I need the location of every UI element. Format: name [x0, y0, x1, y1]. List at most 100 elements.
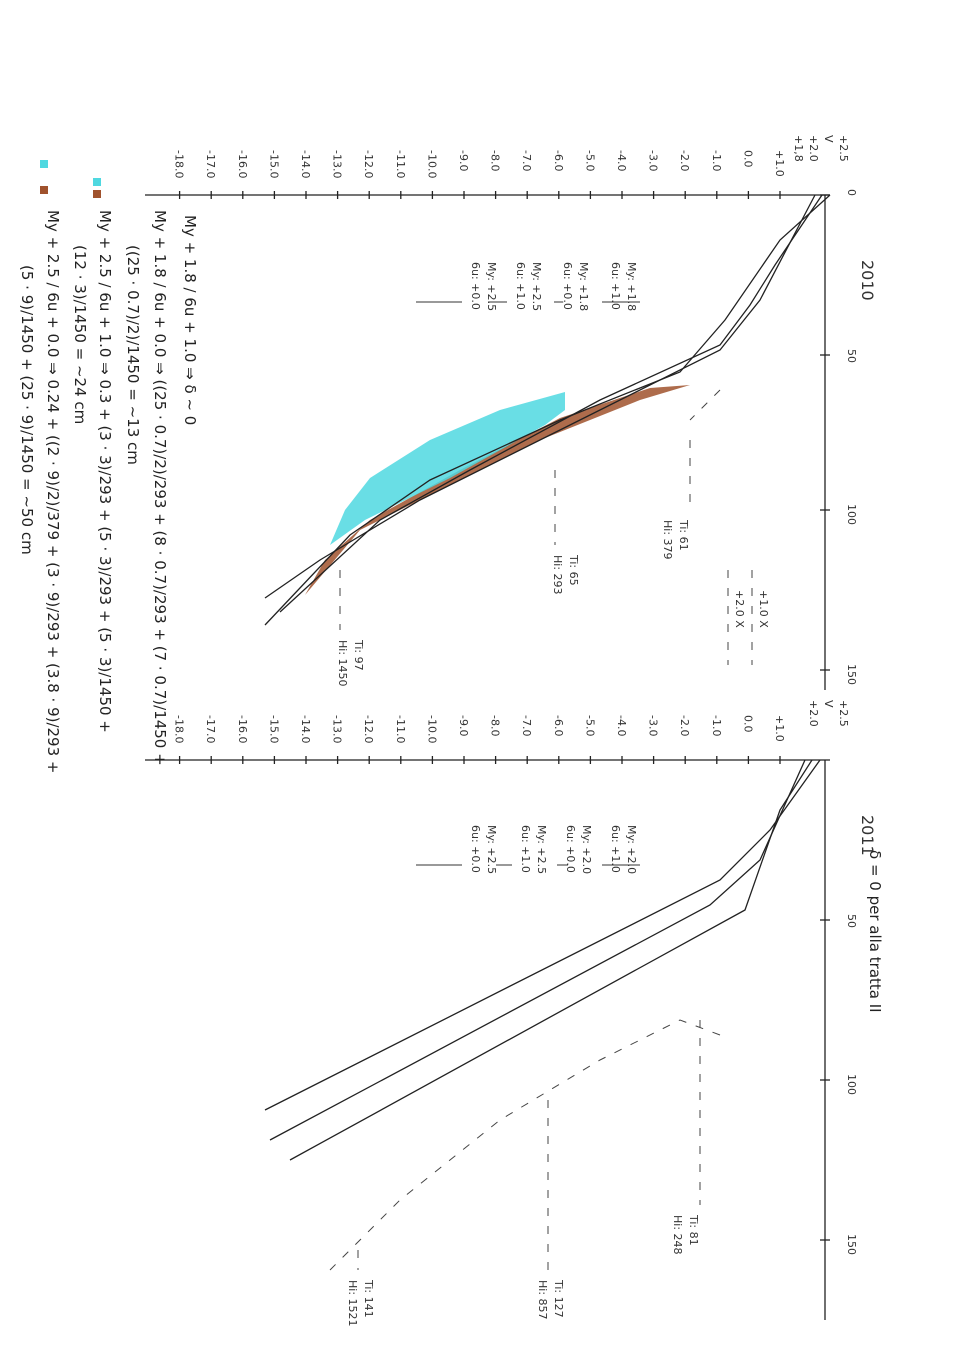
depth-tick-label: -1.0: [710, 715, 723, 736]
calculation-line: My + 1.8 / 6u + 0.0 ⇒ ((25 · 0.7)/2)/293…: [151, 210, 169, 766]
depth-tick-label: -10.0: [425, 150, 438, 178]
depth-tick-label: -10.0: [425, 715, 438, 743]
profile: [269, 759, 806, 1141]
level-annotation: 6u: +1.0: [609, 825, 622, 873]
calculation-line: (5 · 9)/1450 + (25 · 9)/1450 = ~50 cm: [18, 265, 36, 555]
calculation-line: My + 2.5 / 6u + 0.0 ⇒ 0.24 + ((2 · 9)/2)…: [44, 210, 62, 773]
section-label: Hi: 379: [661, 520, 674, 560]
level-annotation: 6u: +0.0: [469, 825, 482, 873]
swatch-brown: [40, 186, 48, 194]
depth-tick-label: -7.0: [520, 715, 533, 736]
calculation-line: (12 · 3)/1450 = ~24 cm: [71, 245, 89, 424]
level-annotation: My: +2.5: [485, 262, 498, 311]
calculation-line: My + 1.8 / 6u + 1.0 ⇒ δ ~ 0: [181, 215, 199, 425]
section-label: Ti: 127: [552, 1279, 565, 1318]
distance-tick-label: 150: [845, 664, 858, 685]
depth-tick-label: -4.0: [615, 150, 628, 171]
level-annotation: My: +2.5: [485, 825, 498, 874]
depth-tick-label: -17.0: [204, 150, 217, 178]
level-annotation: My: +2.5: [535, 825, 548, 874]
level-annotation: My: +2.0: [580, 825, 593, 874]
depth-tick-label: -9.0: [457, 150, 470, 171]
distance-tick-label: 150: [845, 1234, 858, 1255]
distance-tick-label: 100: [845, 504, 858, 525]
distance-tick-label: 0: [845, 189, 858, 196]
level-annotation: 6u: +1.0: [609, 262, 622, 310]
section-label: Ti: 81: [687, 1214, 700, 1246]
level-annotation: 6u: +1.0: [514, 262, 527, 310]
depth-tick-label: -1.0: [710, 150, 723, 171]
depth-tick-label: -5.0: [583, 150, 596, 171]
note: δ = 0 per alla tratta II: [866, 850, 884, 1013]
layer-cyan: [330, 392, 565, 545]
level-annotation: My: +2.5: [530, 262, 543, 311]
profile: [264, 194, 831, 626]
depth-tick-label: +1.0: [773, 715, 786, 742]
section-label: Ti: 141: [362, 1279, 375, 1318]
level-annotation: 6u: +0.0: [469, 262, 482, 310]
calculation-line: ((25 · 0.7)/2)/1450 = ~13 cm: [124, 245, 142, 465]
swatch-brown: [93, 190, 101, 198]
profile: [264, 194, 816, 599]
depth-tick-label: -8.0: [489, 150, 502, 171]
depth-tick-label: +1.0: [773, 150, 786, 177]
level-label: +2.5: [837, 135, 850, 162]
swatch-cyan: [40, 160, 48, 168]
depth-tick-label: -2.0: [678, 715, 691, 736]
level-annotation: 6u: +0.0: [564, 825, 577, 873]
depth-tick-label: -7.0: [520, 150, 533, 171]
section-label: Hi: 857: [536, 1280, 549, 1320]
year-label: 2010: [858, 260, 877, 301]
profile-dashed: [689, 389, 721, 421]
depth-tick-label: -9.0: [457, 715, 470, 736]
level-annotation: 6u: +0.0: [561, 262, 574, 310]
section-label: Hi: 248: [671, 1215, 684, 1255]
calculation-line: My + 2.5 / 6u + 1.0 ⇒ 0.3 + (3 · 3)/293 …: [96, 210, 114, 733]
depth-tick-label: -14.0: [299, 715, 312, 743]
level-annotation: My: +1.8: [577, 262, 590, 311]
section-label: Hi: 1521: [346, 1280, 359, 1327]
depth-tick-label: -16.0: [236, 715, 249, 743]
profile: [264, 759, 821, 1111]
depth-tick-label: -6.0: [552, 150, 565, 171]
section-label: Ti: 61: [677, 519, 690, 551]
profile-dashed: [329, 1019, 721, 1271]
depth-tick-label: -15.0: [267, 715, 280, 743]
level-label: +1,8: [792, 135, 805, 162]
depth-tick-label: -12.0: [362, 150, 375, 178]
depth-tick-label: -13.0: [331, 150, 344, 178]
level-label: +2.0: [807, 700, 820, 727]
level-label: V: [822, 700, 835, 708]
depth-tick-label: -11.0: [394, 150, 407, 178]
profile: [289, 759, 813, 1161]
distance-tick-label: 100: [845, 1074, 858, 1095]
profile: [279, 194, 823, 613]
depth-tick-label: -18.0: [173, 150, 186, 178]
depth-tick-label: -15.0: [267, 150, 280, 178]
depth-tick-label: -3.0: [647, 150, 660, 171]
depth-tick-label: -8.0: [489, 715, 502, 736]
depth-tick-label: -2.0: [678, 150, 691, 171]
section-label: Hi: 1450: [336, 640, 349, 687]
level-label: +2.5: [837, 700, 850, 727]
section-label: Hi: 293: [551, 555, 564, 595]
distance-tick-label: 50: [845, 349, 858, 363]
legend-label: +2.0 X: [733, 590, 746, 628]
depth-tick-label: -3.0: [647, 715, 660, 736]
depth-tick-label: -5.0: [583, 715, 596, 736]
depth-tick-label: -6.0: [552, 715, 565, 736]
year-label: 2011: [858, 815, 877, 856]
depth-tick-label: -18.0: [173, 715, 186, 743]
depth-tick-label: -12.0: [362, 715, 375, 743]
level-annotation: 6u: +1.0: [519, 825, 532, 873]
swatch-cyan: [93, 178, 101, 186]
section-label: Ti: 65: [567, 554, 580, 586]
depth-tick-label: -4.0: [615, 715, 628, 736]
depth-tick-label: -16.0: [236, 150, 249, 178]
legend-label: +1.0 X: [757, 590, 770, 628]
depth-tick-label: 0.0: [741, 150, 754, 168]
depth-tick-label: -11.0: [394, 715, 407, 743]
level-annotation: My: +2.0: [625, 825, 638, 874]
